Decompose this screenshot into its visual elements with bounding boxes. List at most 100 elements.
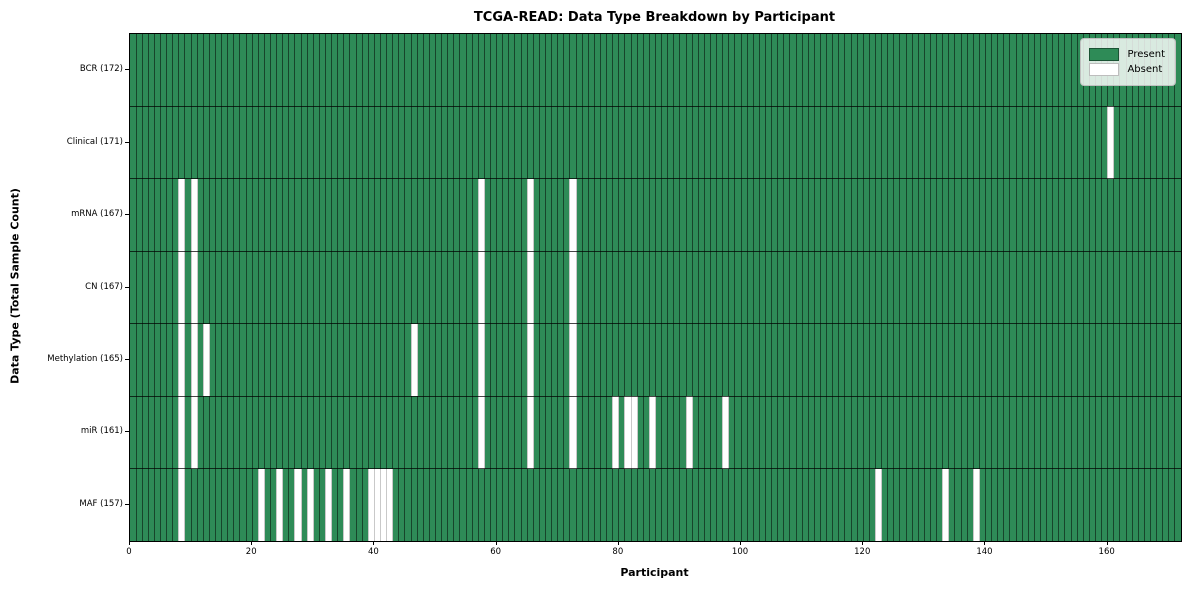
cell-gridline	[1033, 34, 1035, 541]
absent-cell	[477, 323, 485, 397]
cell-gridline	[545, 34, 546, 541]
cell-gridline	[447, 34, 449, 541]
cell-gridline	[1088, 34, 1090, 541]
y-tick-mark	[125, 214, 129, 216]
y-tick-mark	[125, 358, 129, 360]
cell-gridline	[642, 34, 644, 541]
cell-gridline	[703, 34, 705, 541]
cell-gridline	[709, 34, 711, 541]
x-tick-mark	[984, 541, 986, 545]
cell-gridline	[673, 34, 675, 541]
cell-gridline	[141, 34, 143, 541]
x-tick-label: 0	[126, 547, 132, 557]
cell-gridline	[832, 34, 834, 541]
cell-gridline	[813, 34, 815, 541]
cell-gridline	[563, 34, 565, 541]
x-tick-mark	[862, 541, 864, 545]
y-tick-label: mRNA (167)	[71, 209, 123, 220]
cell-gridline	[868, 34, 870, 541]
absent-cell	[178, 396, 186, 469]
x-tick-label: 120	[854, 547, 871, 557]
x-tick-mark	[129, 541, 130, 545]
row-gridline	[130, 468, 1181, 470]
absent-cell	[874, 468, 883, 541]
cell-gridline	[740, 34, 742, 541]
cell-gridline	[1174, 34, 1176, 541]
legend-entry-present: Present	[1089, 48, 1165, 61]
absent-cell	[294, 468, 302, 541]
cell-gridline	[758, 34, 760, 541]
cell-gridline	[251, 34, 253, 541]
cell-gridline	[306, 34, 308, 541]
legend-absent-swatch	[1089, 63, 1120, 76]
cell-gridline	[508, 34, 510, 541]
cell-gridline	[624, 34, 626, 541]
row-gridline	[130, 323, 1181, 325]
cell-gridline	[471, 34, 473, 541]
cell-gridline	[1156, 34, 1158, 541]
cell-gridline	[795, 34, 797, 541]
cell-gridline	[697, 34, 699, 541]
chart-title: TCGA-READ: Data Type Breakdown by Partic…	[473, 10, 836, 25]
cell-gridline	[135, 34, 137, 541]
cell-gridline	[1021, 34, 1023, 541]
cell-gridline	[929, 34, 931, 541]
cell-gridline	[893, 34, 895, 541]
cell-gridline	[227, 34, 229, 541]
y-tick-mark	[125, 141, 129, 143]
cell-gridline	[1162, 34, 1164, 541]
absent-cell	[306, 468, 314, 541]
cell-gridline	[764, 34, 766, 541]
legend-entry-absent: Absent	[1089, 63, 1165, 76]
absent-cell	[276, 468, 284, 541]
cell-gridline	[422, 34, 424, 541]
cell-gridline	[752, 34, 754, 541]
cell-gridline	[1058, 34, 1060, 541]
absent-cell	[178, 251, 186, 324]
cell-gridline	[685, 34, 687, 541]
cell-gridline	[777, 34, 779, 541]
row-gridline	[130, 178, 1181, 180]
row-gridline	[130, 395, 1181, 397]
absent-cell	[190, 396, 198, 469]
cell-gridline	[991, 34, 993, 541]
y-tick-label: Methylation (165)	[47, 353, 123, 364]
cell-gridline	[746, 34, 748, 541]
cell-gridline	[862, 34, 864, 541]
cell-gridline	[716, 34, 718, 541]
cell-gridline	[661, 34, 663, 541]
y-tick-mark	[125, 69, 129, 71]
x-tick-label: 160	[1098, 547, 1115, 557]
y-tick-label: MAF (157)	[79, 498, 123, 509]
absent-cell	[178, 323, 186, 397]
cell-gridline	[318, 34, 320, 541]
cell-gridline	[221, 34, 223, 541]
cell-gridline	[245, 34, 247, 541]
cell-gridline	[514, 34, 516, 541]
cell-gridline	[257, 34, 259, 541]
legend-present-label: Present	[1127, 49, 1165, 60]
cell-gridline	[978, 34, 980, 541]
cell-gridline	[557, 34, 559, 541]
absent-cell	[477, 251, 485, 324]
cell-gridline	[850, 34, 852, 541]
absent-cell	[190, 323, 198, 397]
cell-gridline	[1125, 34, 1127, 541]
cell-gridline	[783, 34, 785, 541]
cell-gridline	[355, 34, 357, 541]
y-tick-mark	[125, 503, 129, 505]
cell-gridline	[551, 34, 553, 541]
absent-cell	[1107, 106, 1115, 179]
legend-absent-label: Absent	[1127, 64, 1163, 75]
absent-cell	[190, 178, 198, 252]
absent-cell	[325, 468, 333, 541]
cell-gridline	[288, 34, 290, 541]
cell-gridline	[435, 34, 437, 541]
x-tick-label: 80	[612, 547, 624, 557]
y-axis-label: Data Type (Total Sample Count)	[8, 188, 22, 384]
cell-gridline	[984, 34, 986, 541]
x-tick-label: 20	[245, 547, 257, 557]
cell-gridline	[954, 34, 956, 541]
cell-gridline	[1143, 34, 1145, 541]
absent-cell	[386, 468, 394, 541]
